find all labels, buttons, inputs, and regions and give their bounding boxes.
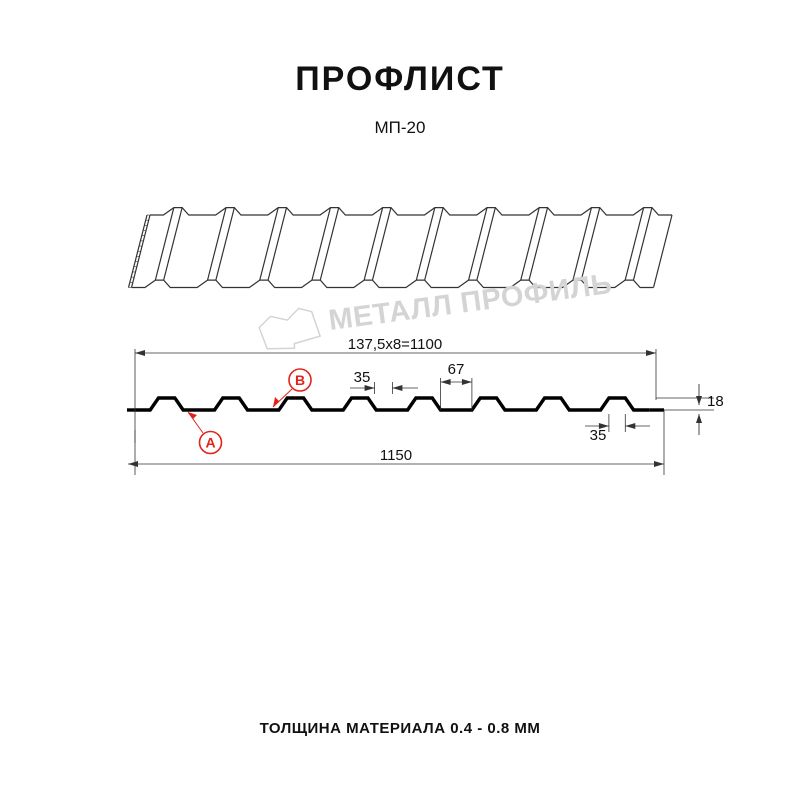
svg-text:B: B: [295, 372, 305, 388]
svg-text:18: 18: [707, 393, 724, 410]
svg-text:A: A: [205, 435, 215, 451]
svg-text:137,5x8=1100: 137,5x8=1100: [348, 336, 442, 353]
svg-text:67: 67: [448, 361, 465, 378]
svg-text:35: 35: [354, 369, 371, 386]
svg-text:1150: 1150: [380, 447, 412, 464]
svg-text:35: 35: [590, 427, 607, 444]
svg-text:МЕТАЛЛ ПРОФИЛЬ: МЕТАЛЛ ПРОФИЛЬ: [327, 268, 614, 337]
